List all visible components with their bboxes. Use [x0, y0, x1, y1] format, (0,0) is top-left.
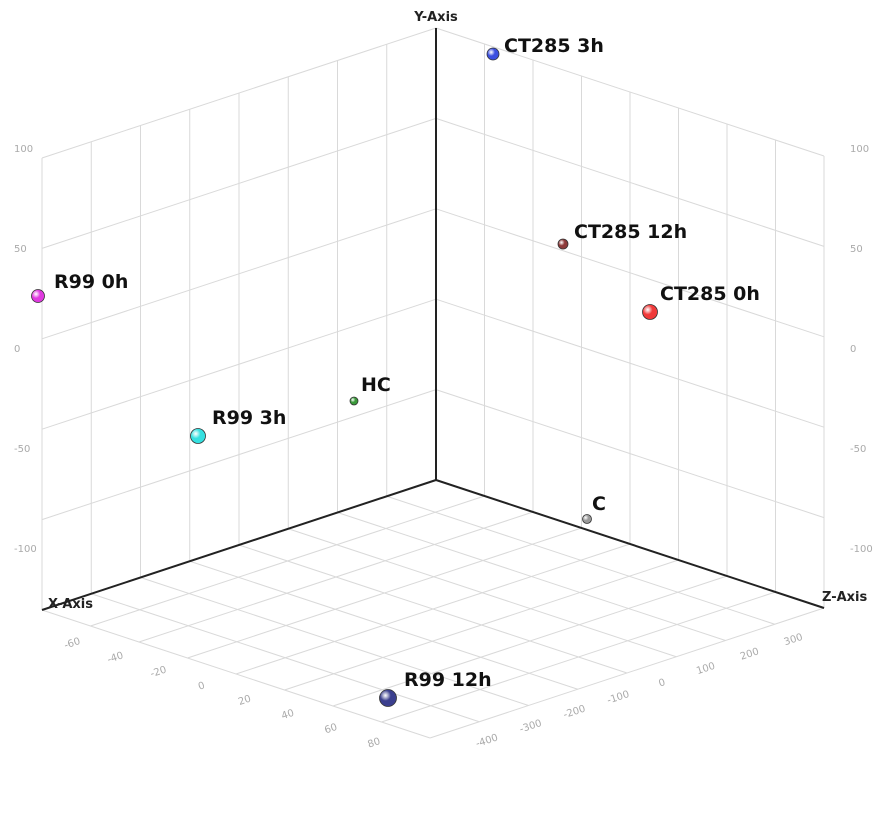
z-tick-label: 100 [695, 661, 717, 677]
z-axis-title: Z-Axis [822, 590, 867, 605]
data-point-label: HC [361, 374, 391, 396]
y-tick-label-right: -50 [850, 444, 866, 455]
y-tick-label-right: -100 [850, 544, 873, 555]
z-tick-label: -200 [562, 704, 587, 721]
z-tick-label: 0 [657, 677, 666, 689]
data-point [31, 289, 45, 303]
data-point [582, 514, 592, 524]
data-point-label: CT285 12h [574, 221, 687, 243]
left-wall-grid-line [41, 298, 437, 430]
axes [41, 28, 825, 611]
right-wall-grid-line [435, 298, 825, 428]
x-tick-label: 0 [197, 680, 206, 692]
y-tick-label-right: 100 [850, 144, 869, 155]
x-tick-label: 40 [280, 708, 296, 722]
floor-grid-line [381, 591, 776, 723]
y-tick-label-left: 100 [14, 144, 33, 155]
data-point [190, 428, 206, 444]
x-tick-label: 60 [323, 722, 339, 736]
floor-grid-line [41, 609, 431, 739]
data-point-label: R99 12h [404, 669, 492, 691]
data-point-label: R99 0h [54, 271, 128, 293]
data-point [379, 689, 397, 707]
data-points: CT285 3h CT285 12h CT285 0h R99 0h HC R99 3h C… [31, 35, 760, 707]
left-wall-grid-line [41, 117, 437, 249]
floor-grid-line [284, 559, 679, 691]
floor-grid-line [429, 607, 825, 739]
right-wall-grid-line [435, 117, 825, 247]
z-tick-label: -400 [475, 732, 500, 749]
x-tick-label: -60 [63, 636, 82, 652]
right-wall-grid-line [435, 389, 825, 519]
data-point-label: CT285 0h [660, 283, 760, 305]
z-tick-label: 200 [739, 646, 761, 662]
x-axis-title: X-Axis [48, 597, 93, 612]
left-wall-grid-line [41, 27, 437, 159]
y-tick-label-left: -50 [14, 444, 30, 455]
z-tick-label: 300 [783, 632, 805, 648]
left-wall-grid-line [41, 389, 437, 521]
y-tick-label-left: 0 [14, 344, 20, 355]
data-point-label: R99 3h [212, 407, 286, 429]
tick-labels: -60-40-200204060803002001000-100-200-300… [14, 144, 873, 751]
left-wall-grid-line [41, 208, 437, 340]
data-point-label: C [592, 493, 606, 515]
y-tick-label-left: 50 [14, 244, 27, 255]
x-tick-label: -20 [149, 665, 168, 681]
floor-grid-line [235, 543, 631, 675]
grid-lines [41, 27, 825, 739]
floor-grid-line [91, 593, 480, 723]
y-tick-label-right: 0 [850, 344, 856, 355]
x-tick-label: 20 [237, 694, 253, 708]
floor-grid-line [140, 577, 529, 706]
axis-titles: X-Axis Y-Axis Z-Axis [48, 10, 867, 612]
y-axis-title: Y-Axis [413, 10, 458, 25]
x-axis-line [41, 479, 437, 611]
data-point [557, 238, 569, 250]
z-tick-label: -100 [606, 689, 631, 706]
data-point-label: CT285 3h [504, 35, 604, 57]
x-tick-label: -40 [106, 650, 125, 666]
right-wall-grid-line [435, 27, 825, 157]
floor-grid-line [332, 575, 728, 707]
z-tick-label: -300 [518, 718, 543, 735]
data-point [642, 304, 658, 320]
z-axis-line [435, 479, 825, 609]
data-point [349, 396, 359, 406]
data-point [486, 47, 500, 61]
y-tick-label-left: -100 [14, 544, 37, 555]
y-tick-label-right: 50 [850, 244, 863, 255]
right-wall-grid-line [435, 208, 825, 338]
floor-grid-line [189, 560, 578, 690]
x-tick-label: 80 [366, 736, 382, 750]
